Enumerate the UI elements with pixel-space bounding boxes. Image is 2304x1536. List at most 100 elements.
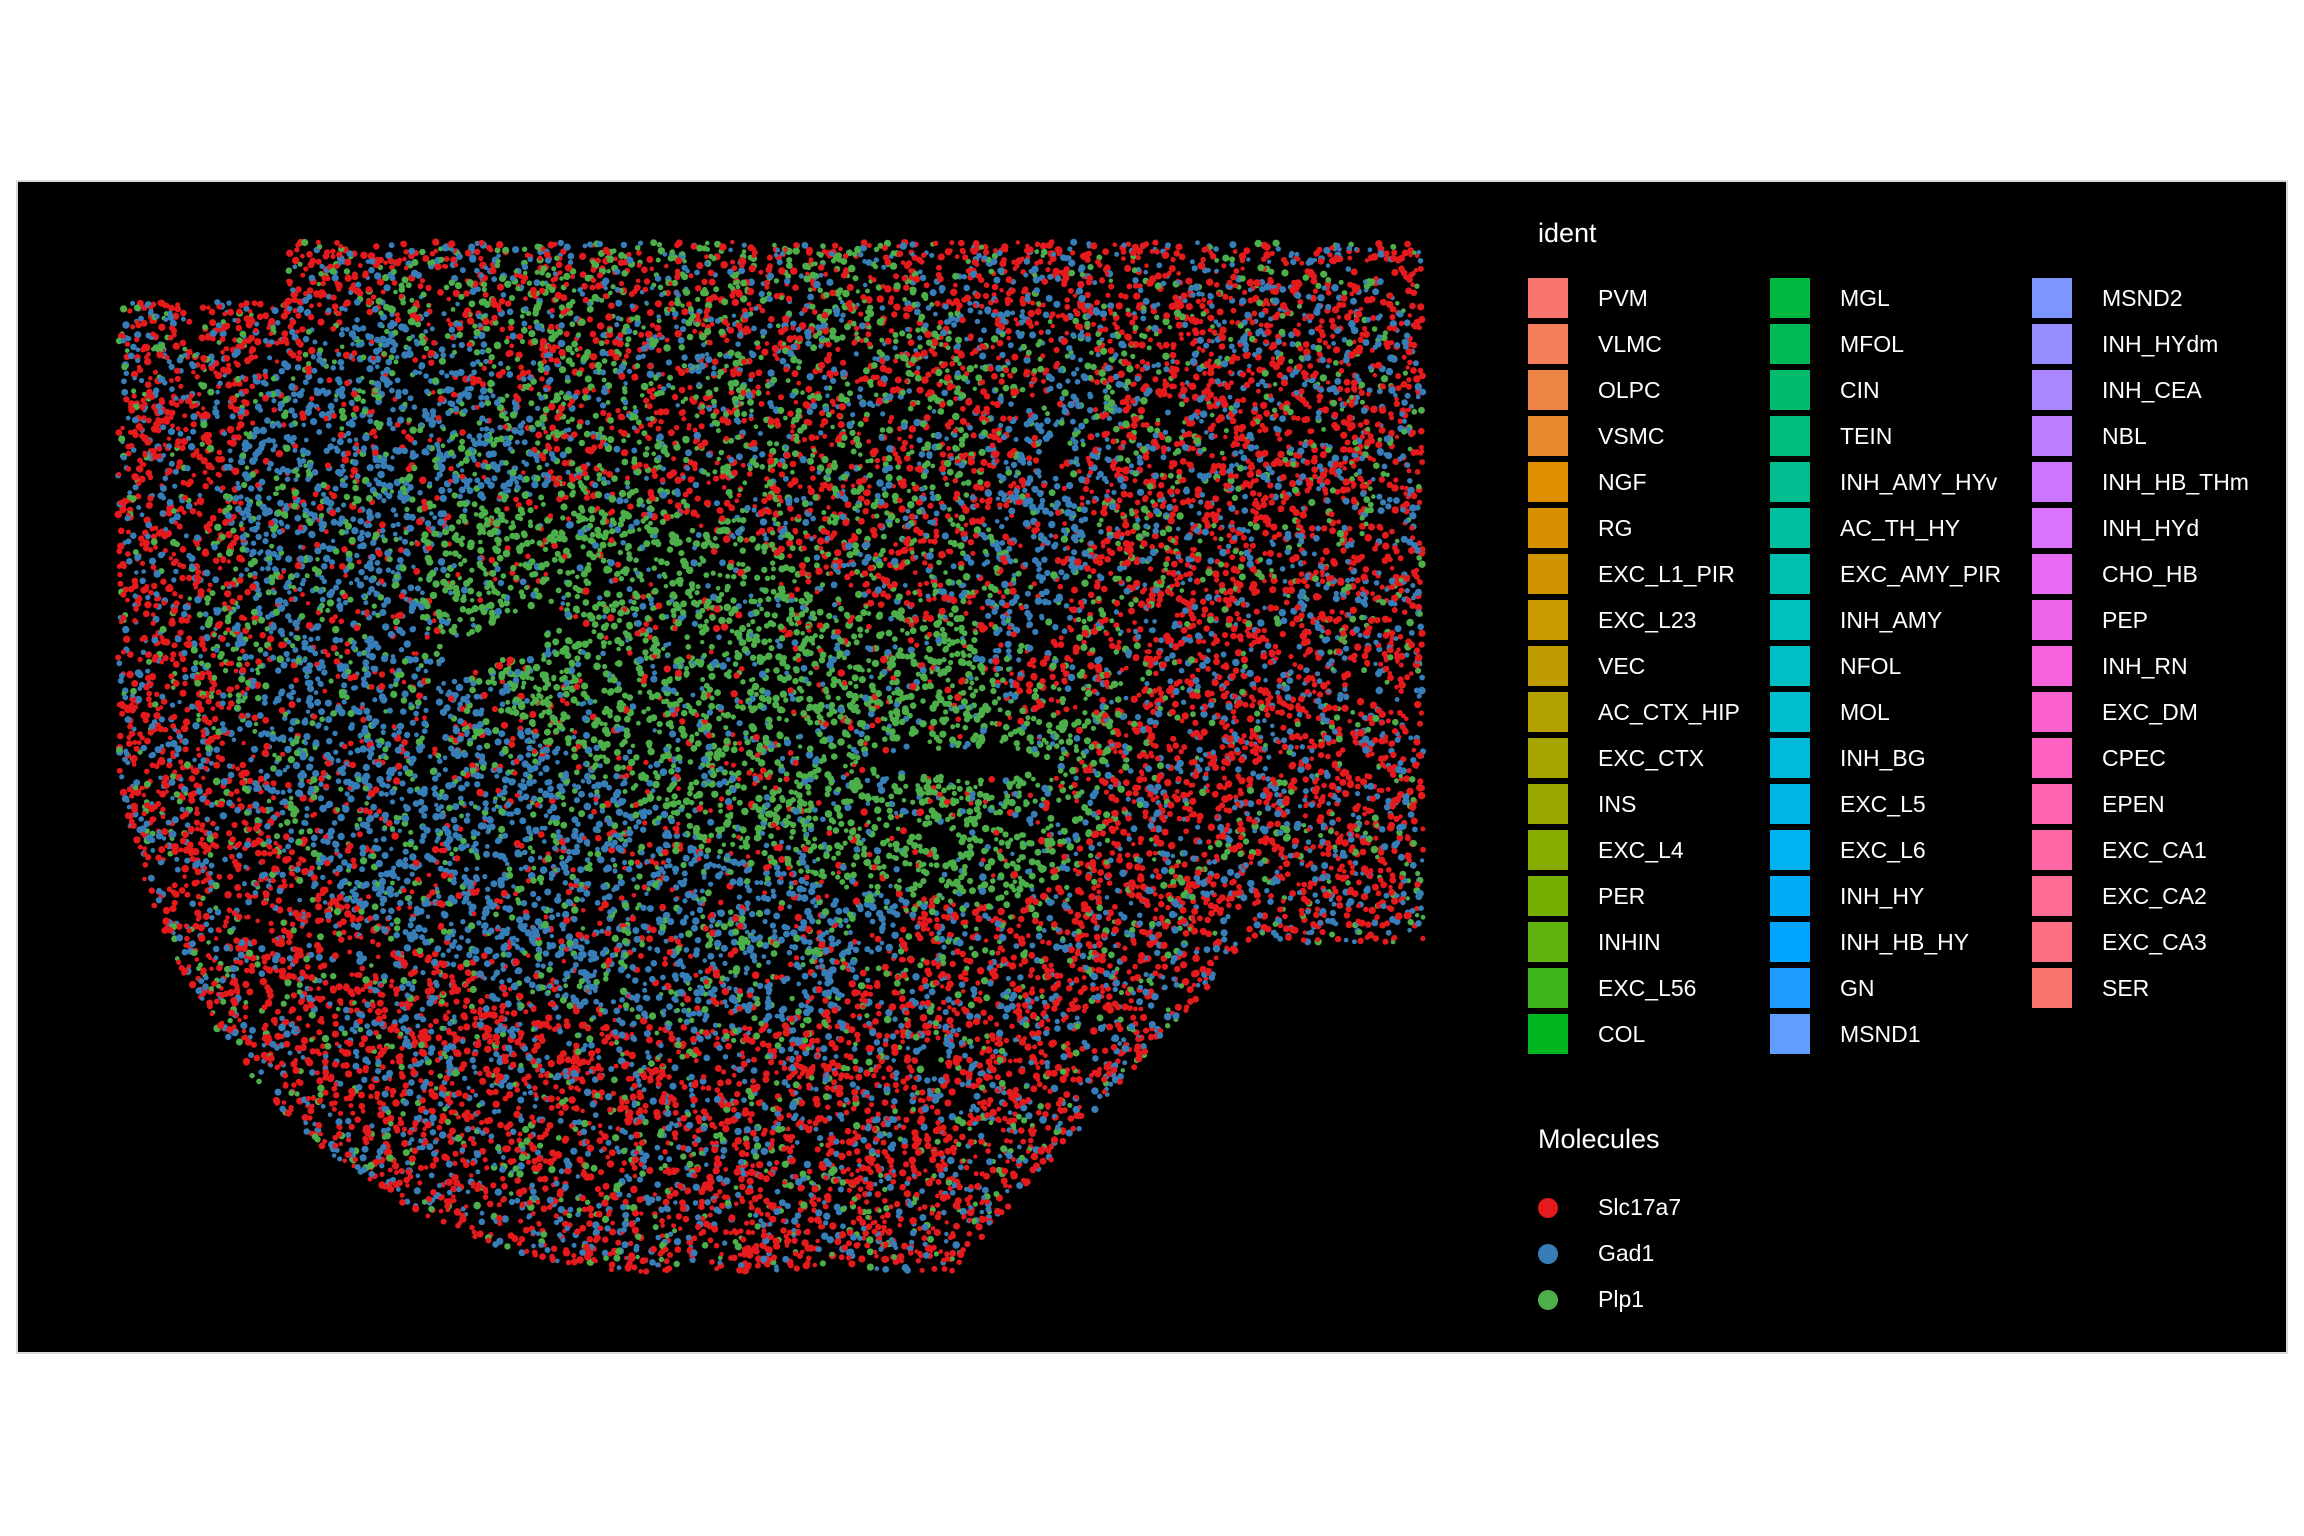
molecule-point [133,836,141,844]
molecule-point [643,278,651,285]
molecule-point [848,680,853,686]
molecule-point [993,934,1000,940]
molecule-point [967,600,973,605]
molecule-point [941,787,947,794]
molecule-point [742,480,748,486]
molecule-point [818,272,824,278]
molecule-point [1081,975,1087,980]
molecule-point [443,256,450,262]
molecule-point [115,654,122,661]
molecule-point [1107,302,1115,310]
molecule-point [170,796,175,801]
molecule-point [1248,647,1254,653]
molecule-point [303,955,310,963]
molecule-point [1316,678,1323,684]
molecule-point [813,554,821,561]
molecule-point [648,764,653,769]
molecule-point [860,850,868,858]
molecule-point [404,550,411,557]
molecule-point [994,519,1000,524]
molecule-point [717,848,723,855]
molecule-point [1364,820,1370,826]
molecule-point [529,710,537,719]
molecule-point [518,1218,524,1224]
molecule-point [496,554,504,562]
molecule-point [878,797,886,804]
molecule-point [484,994,490,999]
molecule-point [200,757,207,764]
molecule-point [672,1228,678,1234]
molecule-point [338,618,345,625]
molecule-point [255,918,260,924]
molecule-point [893,866,900,873]
molecule-point [1066,1007,1072,1013]
molecule-point [654,442,662,450]
molecule-point [736,492,742,498]
molecule-point [787,1046,794,1053]
molecule-point [520,778,526,784]
molecule-point [855,289,860,294]
molecule-point [605,1154,611,1160]
molecule-point [473,1070,478,1075]
molecule-point [663,938,669,944]
molecule-point [936,264,942,271]
molecule-point [496,283,505,291]
molecule-point [823,271,829,277]
molecule-point [344,258,352,266]
molecule-point [1187,577,1193,583]
molecule-point [925,593,931,599]
molecule-point [492,727,500,735]
molecule-point [886,807,893,814]
molecule-point [450,816,458,824]
molecule-point [851,1046,858,1052]
molecule-point [224,590,232,598]
molecule-point [402,803,409,809]
molecule-point [1000,1127,1006,1133]
molecule-point [207,582,213,588]
molecule-point [1340,431,1348,439]
molecule-point [858,792,866,800]
molecule-point [751,1078,757,1084]
molecule-point [482,291,489,298]
molecule-point [1093,407,1099,413]
molecule-point [297,349,303,356]
molecule-point [419,248,426,256]
molecule-point [1042,1084,1048,1091]
molecule-point [501,796,506,802]
molecule-point [586,1035,594,1043]
molecule-point [411,978,417,985]
molecule-point [1074,1094,1079,1100]
molecule-point [1137,283,1143,289]
molecule-point [168,556,174,561]
molecule-point [509,343,515,349]
molecule-point [432,790,439,798]
molecule-point [259,632,266,639]
molecule-point [164,408,171,416]
molecule-point [1152,619,1157,624]
molecule-point [1072,308,1078,313]
molecule-point [588,1212,595,1219]
molecule-point [670,607,677,615]
molecule-point [879,337,885,343]
molecule-point [1243,465,1248,471]
molecule-point [498,275,506,282]
molecule-point [258,1069,264,1075]
molecule-point [1182,805,1187,811]
molecule-point [304,964,311,970]
molecule-point [1070,418,1076,425]
molecule-point [790,469,795,475]
molecule-point [1126,283,1133,290]
molecule-point [385,567,392,573]
molecule-point [610,999,617,1005]
molecule-point [631,1226,640,1235]
molecule-point [1221,795,1229,803]
molecule-point [866,611,872,616]
molecule-point [740,462,746,468]
molecule-point [982,292,990,300]
molecule-point [1406,468,1412,474]
molecule-point [651,670,658,676]
molecule-point [441,311,447,317]
molecule-point [1389,314,1396,321]
molecule-point [507,584,514,591]
molecule-point [381,1090,389,1098]
